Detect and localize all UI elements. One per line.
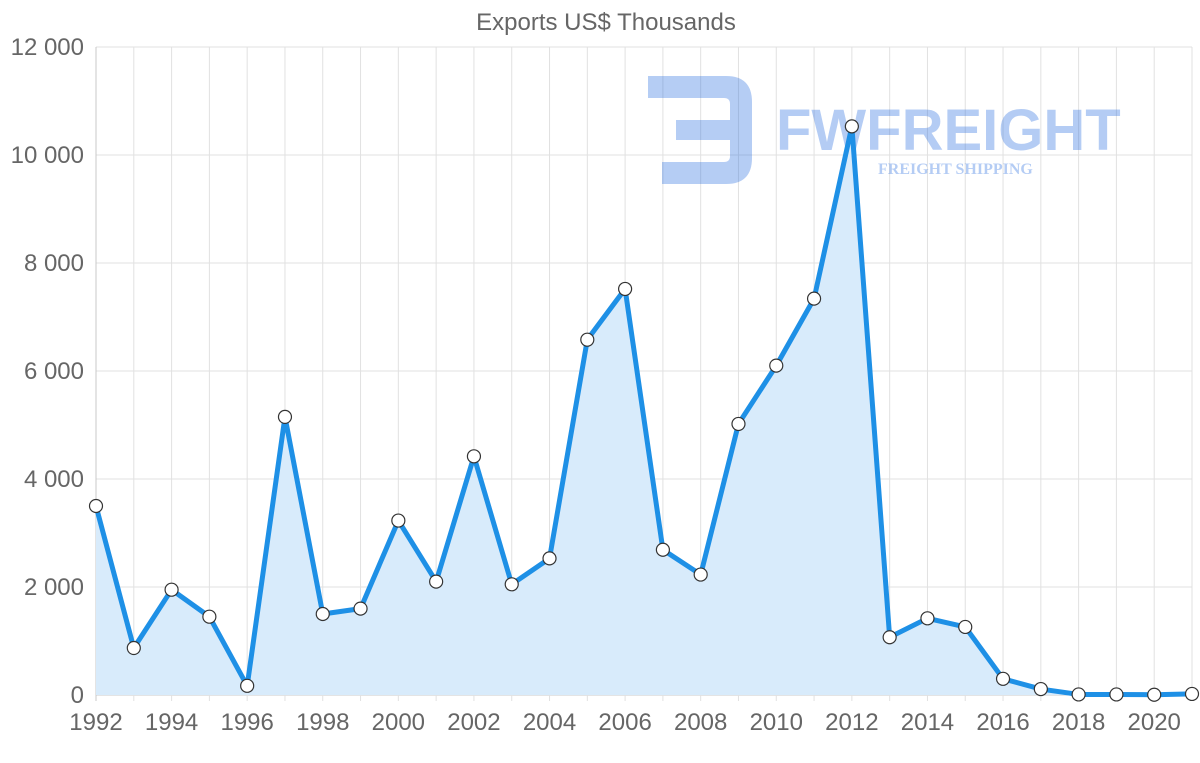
x-tick-label: 2016 [976,709,1029,736]
data-point-1993 [126,640,141,656]
data-point-2018 [1071,687,1086,702]
data-point-1996 [240,678,255,693]
y-tick-label: 4 000 [24,466,84,493]
x-tick-label: 2020 [1128,709,1181,736]
x-tick-label: 1998 [296,709,349,736]
data-point-2019 [1109,687,1124,702]
y-tick-label: 0 [71,682,84,709]
data-point-2013 [882,630,897,645]
y-tick-label: 2 000 [24,574,84,601]
x-tick-label: 2014 [901,709,954,736]
x-tick-label: 1996 [220,709,273,736]
data-point-2002 [466,449,482,464]
fwfreight-logo-mark [648,76,752,184]
x-tick-label: 1992 [69,709,122,736]
data-point-2007 [655,542,670,557]
data-point-2021 [1184,686,1200,702]
data-point-2005 [580,332,595,347]
x-tick-label: 2008 [674,709,727,736]
watermark-tagline: FREIGHT SHIPPING [878,161,1033,178]
y-tick-label: 8 000 [24,250,84,277]
data-point-2017 [1033,681,1048,697]
data-point-2008 [693,567,708,582]
series-area-fill [96,126,1192,695]
y-tick-label: 12 000 [11,34,84,61]
y-axis-ticks: 0 2 000 4 000 6 000 8 000 10 000 12 000 [11,34,84,709]
x-tick-label: 2012 [825,709,878,736]
data-points [88,119,1200,702]
data-point-2012 [844,119,859,134]
chart-title: Exports US$ Thousands [476,9,736,36]
y-tick-label: 10 000 [11,142,84,169]
fwfreight-watermark: FWFREIGHT FREIGHT SHIPPING [648,76,1121,184]
x-tick-label: 1994 [145,709,198,736]
x-tick-label: 2002 [447,709,500,736]
x-tick-label: 2006 [598,709,651,736]
data-point-1992 [88,498,104,514]
fwfreight-logo-icon [648,76,752,184]
data-point-1997 [277,409,293,424]
data-point-2015 [958,619,973,635]
x-axis-ticks: 1992 1994 1996 1998 2000 2002 2004 2006 2008 2010… [69,709,1181,736]
data-point-2011 [806,291,822,306]
data-point-2003 [504,577,519,592]
data-point-2020 [1147,687,1162,702]
data-point-2009 [731,416,746,432]
data-point-2001 [429,574,444,589]
y-tick-label: 6 000 [24,358,84,385]
x-tick-label: 2018 [1052,709,1105,736]
watermark-wordmark: FWFREIGHT [776,98,1121,163]
data-point-1998 [315,606,330,622]
data-point-2014 [920,611,935,626]
x-tick-label: 2000 [372,709,425,736]
data-point-2000 [391,513,406,528]
data-point-2006 [618,281,633,297]
data-point-1999 [353,601,368,616]
data-point-2010 [769,358,784,373]
x-tick-label: 2010 [750,709,803,736]
data-point-2016 [995,671,1011,686]
x-tick-label: 2004 [523,709,576,736]
data-point-1995 [202,609,217,624]
data-point-1994 [164,582,179,597]
data-point-2004 [542,551,557,566]
